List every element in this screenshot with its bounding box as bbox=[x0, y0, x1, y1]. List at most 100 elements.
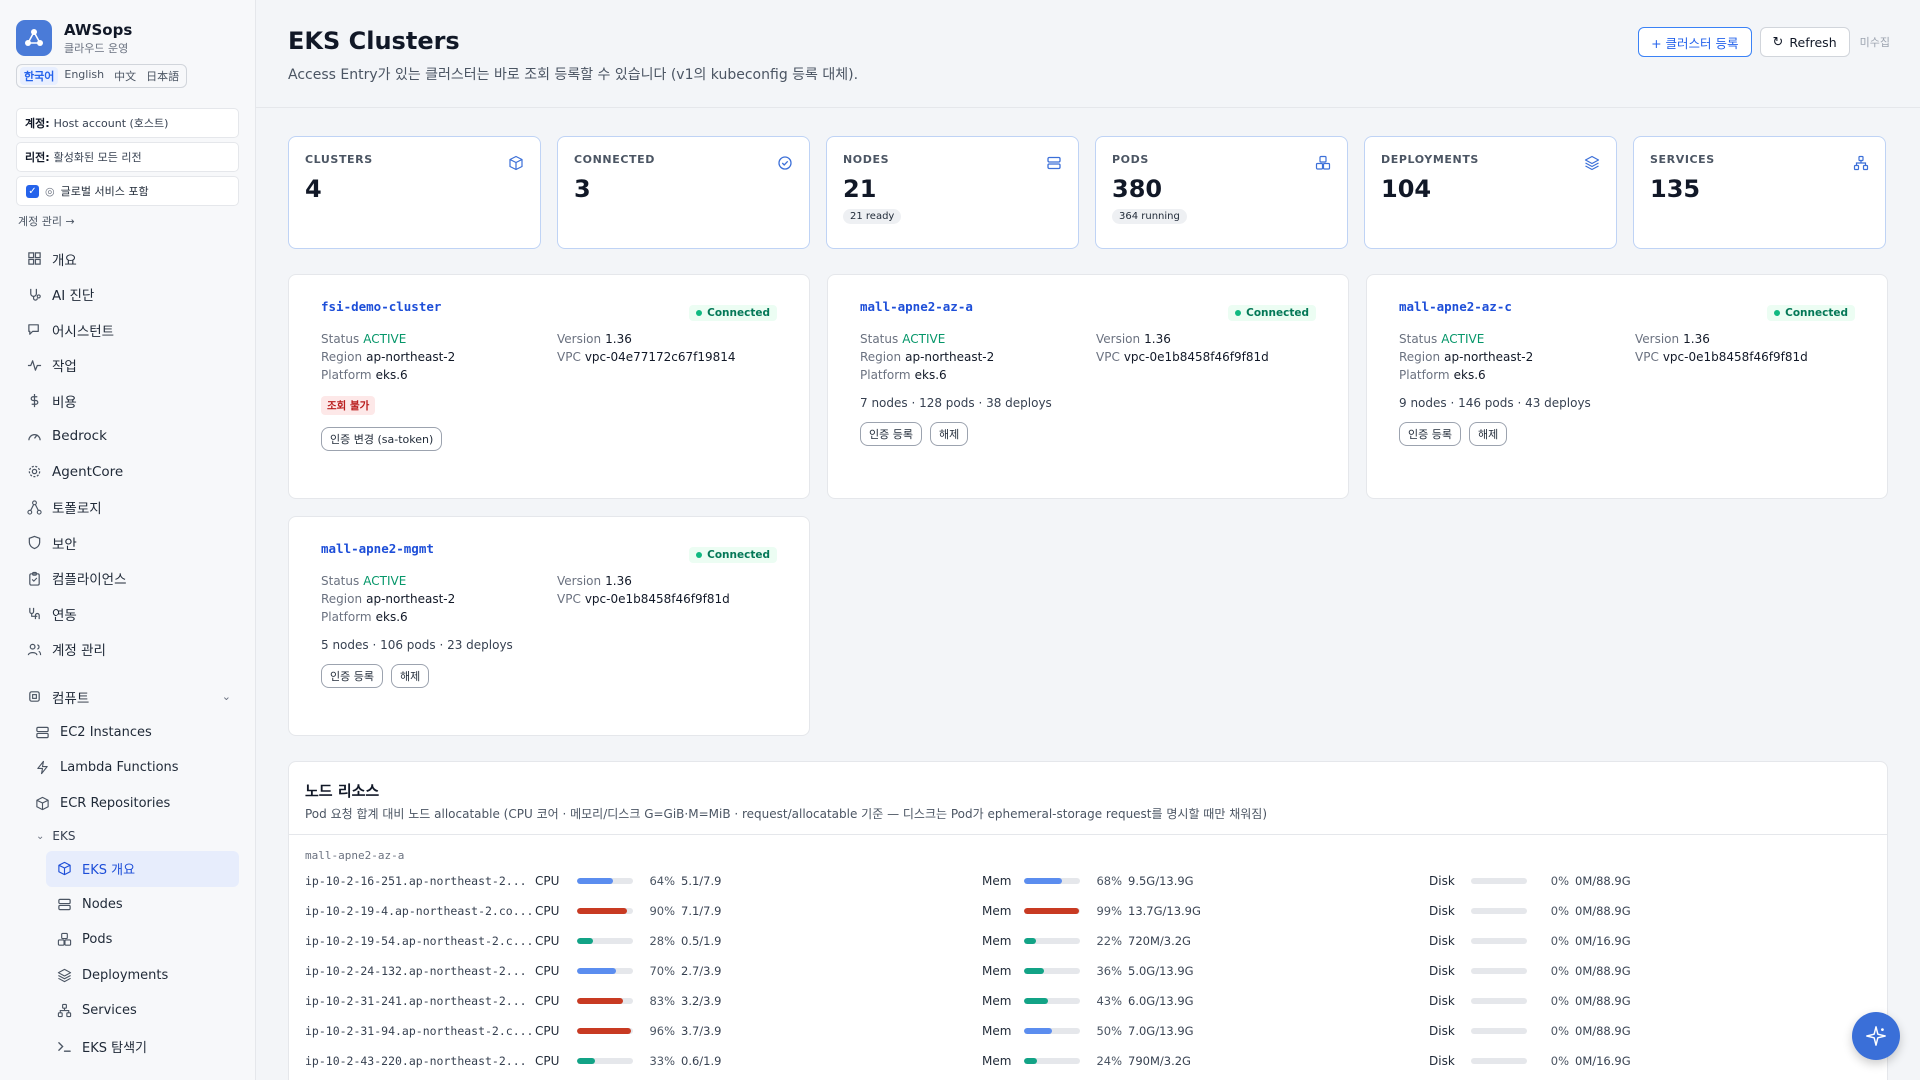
global-services-label: 글로벌 서비스 포함 bbox=[60, 185, 149, 198]
disk-metric: Disk 0% 0M/88.9G bbox=[1429, 994, 1876, 1008]
node-row: ip-10-2-31-241.ap-northeast-2... CPU 83% 3.… bbox=[289, 986, 1887, 1016]
cluster-vpc: VPC vpc-0e1b8458f46f9f81d bbox=[1635, 350, 1808, 364]
cpu-percent: 70% bbox=[649, 964, 675, 978]
auth-button[interactable]: 인증 등록 bbox=[1399, 422, 1461, 446]
node-name: ip-10-2-31-94.ap-northeast-2.c... bbox=[305, 1024, 534, 1038]
cluster-vpc: VPC vpc-04e77172c67f19814 bbox=[557, 350, 736, 364]
cluster-name-link[interactable]: mall-apne2-mgmt bbox=[321, 541, 434, 556]
nav-item-2[interactable]: 어시스턴트 bbox=[16, 312, 239, 348]
cpu-percent: 33% bbox=[649, 1054, 675, 1068]
nav-compute-item-1[interactable]: Lambda Functions bbox=[16, 750, 239, 786]
layers-icon bbox=[1584, 155, 1600, 175]
cpu-label: CPU bbox=[535, 934, 560, 948]
nav-eks-item-2[interactable]: Pods bbox=[46, 922, 239, 958]
cpu-bar-fill bbox=[577, 998, 624, 1004]
mem-percent: 22% bbox=[1096, 934, 1122, 948]
checkbox-checked-icon[interactable]: ✓ bbox=[26, 184, 39, 198]
mem-amount: 6.0G/13.9G bbox=[1128, 994, 1194, 1008]
nav-item-9[interactable]: 컴플라이언스 bbox=[16, 561, 239, 597]
nav-item-7[interactable]: 토폴로지 bbox=[16, 490, 239, 526]
mem-percent: 99% bbox=[1096, 904, 1122, 918]
disk-amount: 0M/88.9G bbox=[1575, 1024, 1631, 1038]
nav-item-1[interactable]: AI 진단 bbox=[16, 277, 239, 313]
register-cluster-button[interactable]: + 클러스터 등록 bbox=[1638, 27, 1752, 57]
nav-item-4[interactable]: 비용 bbox=[16, 383, 239, 419]
mem-metric: Mem 68% 9.5G/13.9G bbox=[982, 874, 1429, 888]
stat-badge: 364 running bbox=[1112, 209, 1187, 224]
mem-bar bbox=[1024, 908, 1080, 914]
nav-item-3[interactable]: 작업 bbox=[16, 348, 239, 384]
cpu-label: CPU bbox=[535, 874, 560, 888]
disk-label: Disk bbox=[1429, 964, 1455, 978]
cpu-percent: 28% bbox=[649, 934, 675, 948]
lang-chinese[interactable]: 中文 bbox=[114, 70, 137, 83]
mem-metric: Mem 36% 5.0G/13.9G bbox=[982, 964, 1429, 978]
cluster-platform: Platform eks.6 bbox=[321, 610, 408, 624]
account-select[interactable]: 계정: Host account (호스트) bbox=[16, 108, 239, 138]
nav-item-11[interactable]: 계정 관리 bbox=[16, 632, 239, 668]
disconnect-button[interactable]: 해제 bbox=[929, 422, 969, 446]
lang-japanese[interactable]: 日本語 bbox=[146, 70, 180, 83]
nav-item-0[interactable]: 개요 bbox=[16, 241, 239, 277]
check-circle-icon bbox=[777, 155, 793, 175]
stat-value: 104 bbox=[1381, 175, 1432, 203]
cluster-name-link[interactable]: mall-apne2-az-c bbox=[1399, 299, 1512, 314]
node-row: ip-10-2-31-94.ap-northeast-2.c... CPU 96% 3… bbox=[289, 1016, 1887, 1046]
nav-eks-item-5[interactable]: EKS 탐색기 bbox=[46, 1029, 239, 1065]
stat-badge: 21 ready bbox=[843, 209, 902, 224]
disconnect-button[interactable]: 해제 bbox=[1468, 422, 1508, 446]
globe-icon: ◎ bbox=[45, 184, 55, 198]
chat-icon bbox=[26, 322, 42, 338]
cpu-label: CPU bbox=[535, 1024, 560, 1038]
cpu-amount: 0.6/1.9 bbox=[681, 1054, 722, 1068]
mem-metric: Mem 50% 7.0G/13.9G bbox=[982, 1024, 1429, 1038]
nav-item-8[interactable]: 보안 bbox=[16, 525, 239, 561]
refresh-button[interactable]: ↻ Refresh bbox=[1759, 27, 1850, 57]
mem-label: Mem bbox=[982, 904, 1012, 918]
nav-eks-label: Deployments bbox=[82, 967, 169, 983]
disk-metric: Disk 0% 0M/88.9G bbox=[1429, 964, 1876, 978]
nav-compute-item-2[interactable]: ECR Repositories bbox=[16, 786, 239, 822]
auth-button[interactable]: 인증 등록 bbox=[321, 664, 383, 688]
brand[interactable]: AWSops 클라우드 운영 bbox=[16, 20, 239, 56]
cluster-version: Version 1.36 bbox=[1096, 332, 1171, 346]
region-select[interactable]: 리전: 활성화된 모든 리전 bbox=[16, 142, 239, 172]
cluster-name-link[interactable]: mall-apne2-az-a bbox=[860, 299, 973, 314]
nav-item-5[interactable]: Bedrock bbox=[16, 419, 239, 455]
mem-amount: 7.0G/13.9G bbox=[1128, 1024, 1194, 1038]
disconnect-button[interactable]: 해제 bbox=[390, 664, 430, 688]
status-badge-label: Connected bbox=[707, 549, 770, 561]
manage-accounts-link[interactable]: 계정 관리 → bbox=[18, 215, 75, 228]
cluster-version: Version 1.36 bbox=[557, 332, 632, 346]
auth-button[interactable]: 인증 등록 bbox=[860, 422, 922, 446]
nav-item-10[interactable]: 연동 bbox=[16, 596, 239, 632]
mem-metric: Mem 43% 6.0G/13.9G bbox=[982, 994, 1429, 1008]
cpu-icon bbox=[26, 689, 42, 705]
nav-eks-item-0[interactable]: EKS 개요 bbox=[46, 851, 239, 887]
mem-percent: 68% bbox=[1096, 874, 1122, 888]
node-panel-title: 노드 리소스 bbox=[305, 782, 380, 800]
region-label: 리전: bbox=[25, 151, 50, 164]
lang-english[interactable]: English bbox=[64, 68, 105, 81]
box-icon bbox=[56, 861, 72, 877]
disk-metric: Disk 0% 0M/88.9G bbox=[1429, 874, 1876, 888]
nav-compute-item-0[interactable]: EC2 Instances bbox=[16, 715, 239, 751]
lang-korean[interactable]: 한국어 bbox=[20, 67, 59, 85]
global-services-toggle[interactable]: ✓ ◎ 글로벌 서비스 포함 bbox=[16, 176, 239, 206]
nav-group-eks[interactable]: ⌄ EKS bbox=[16, 821, 239, 851]
nav-group-compute[interactable]: 컴퓨트 ⌄ bbox=[16, 679, 239, 715]
cpu-metric: CPU 70% 2.7/3.9 bbox=[535, 964, 982, 978]
nav-eks-item-4[interactable]: Services bbox=[46, 993, 239, 1029]
sidebar: AWSops 클라우드 운영 한국어 English 中文 日本語 계정: Ho… bbox=[0, 0, 256, 1080]
stat-value: 3 bbox=[574, 175, 591, 203]
nav-item-6[interactable]: AgentCore bbox=[16, 454, 239, 490]
mem-amount: 720M/3.2G bbox=[1128, 934, 1191, 948]
gear-icon bbox=[26, 464, 42, 480]
mem-label: Mem bbox=[982, 934, 1012, 948]
auth-button[interactable]: 인증 변경 (sa-token) bbox=[321, 427, 443, 451]
cluster-name-link[interactable]: fsi-demo-cluster bbox=[321, 299, 442, 314]
status-dot-icon bbox=[696, 310, 703, 316]
nav-eks-item-3[interactable]: Deployments bbox=[46, 958, 239, 994]
nav-eks-item-1[interactable]: Nodes bbox=[46, 887, 239, 923]
ai-assistant-button[interactable] bbox=[1852, 1012, 1900, 1060]
